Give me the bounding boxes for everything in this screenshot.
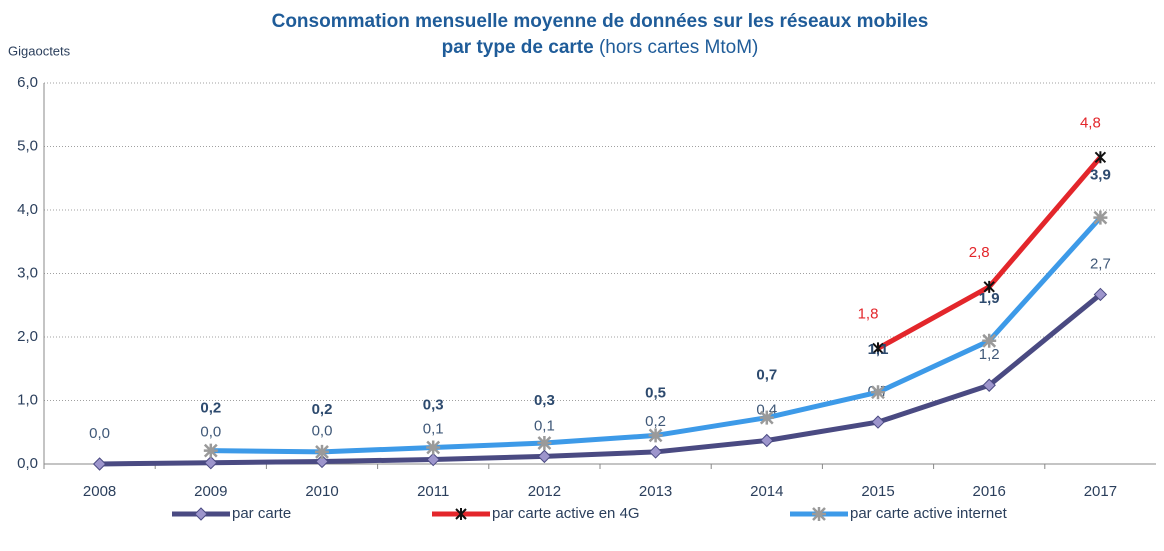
legend-label: par carte [232, 505, 291, 522]
data-label: 0,2 [645, 413, 666, 430]
data-label: 0,2 [200, 400, 221, 417]
data-label: 1,9 [979, 290, 1000, 307]
marker [204, 456, 218, 470]
marker [426, 440, 441, 455]
x-tick-label: 2008 [83, 483, 116, 500]
legend-entry: par carte [172, 505, 291, 522]
marker [871, 415, 885, 429]
data-label: 1,1 [868, 341, 889, 358]
y-tick-label: 0,0 [17, 455, 38, 472]
y-tick-label: 5,0 [17, 137, 38, 154]
marker [1094, 151, 1107, 164]
legend-label: par carte active internet [850, 505, 1008, 522]
data-label: 2,7 [1090, 255, 1111, 272]
y-tick-label: 1,0 [17, 391, 38, 408]
marker [537, 436, 552, 451]
marker [1093, 210, 1108, 225]
x-tick-label: 2009 [194, 483, 227, 500]
series: 0,0 0,0 0,0 0,1 0,1 0,20,40,71,22,7 [89, 255, 1111, 471]
marker [203, 443, 218, 458]
marker [1093, 287, 1108, 302]
data-label: 0,1 [423, 421, 444, 438]
x-tick-label: 2015 [861, 483, 894, 500]
y-tick-label: 6,0 [17, 74, 38, 91]
x-tick-label: 2013 [639, 483, 672, 500]
marker [872, 342, 884, 355]
x-tick-label: 2017 [1084, 483, 1117, 500]
data-label: 1,8 [858, 305, 879, 322]
data-label: 1,2 [979, 346, 1000, 363]
chart-title: Consommation mensuelle moyenne de donnée… [272, 11, 929, 32]
data-label: 0,3 [534, 392, 555, 409]
marker [315, 454, 329, 469]
data-label: 3,9 [1090, 167, 1111, 184]
marker [194, 507, 208, 521]
x-tick-label: 2014 [750, 483, 783, 500]
y-tick-label: 4,0 [17, 201, 38, 218]
marker [982, 378, 996, 392]
data-label: 0,2 [312, 401, 333, 418]
marker [812, 507, 826, 521]
y-axis-label: Gigaoctets [8, 43, 71, 58]
data-label: 0,1 [534, 417, 555, 434]
data-label: 0,3 [423, 396, 444, 413]
subtitle-note: (hors cartes MtoM) [599, 37, 758, 58]
legend-entry: par carte active en 4G [432, 505, 640, 522]
data-label: 4,8 [1080, 114, 1101, 131]
marker [426, 452, 440, 467]
data-label: 0,5 [645, 384, 666, 401]
chart-subtitle: par type de carte (hors cartes MtoM) [442, 37, 759, 58]
series: 0,2 0,2 0,3 0,3 0,5 0,7 1,1 1,9 3,9 [200, 167, 1111, 459]
x-tick-label: 2011 [417, 483, 449, 500]
series: 1,8 2,8 4,8 [858, 114, 1107, 355]
marker [315, 444, 329, 459]
data-label: 0,0 [200, 424, 221, 441]
marker [92, 457, 107, 471]
legend-entry: par carte active internet [790, 505, 1008, 522]
subtitle-bold: par type de carte [442, 37, 594, 58]
data-label: 2,8 [969, 244, 990, 261]
marker [537, 449, 552, 464]
data-label: 0,0 [312, 422, 333, 439]
series-line [99, 292, 1102, 467]
marker [759, 410, 774, 425]
marker [455, 508, 467, 520]
legend-label: par carte active en 4G [492, 505, 640, 522]
y-tick-label: 2,0 [17, 328, 38, 345]
marker [648, 445, 663, 459]
marker [871, 385, 885, 400]
marker [760, 433, 774, 448]
data-label: 0,7 [756, 367, 777, 384]
x-tick-label: 2012 [528, 483, 561, 500]
marker [648, 428, 663, 443]
data-label: 0,0 [89, 425, 110, 442]
y-tick-label: 3,0 [17, 264, 38, 281]
x-tick-label: 2010 [305, 483, 338, 500]
x-tick-label: 2016 [973, 483, 1006, 500]
marker [982, 333, 997, 348]
marker [983, 280, 995, 293]
